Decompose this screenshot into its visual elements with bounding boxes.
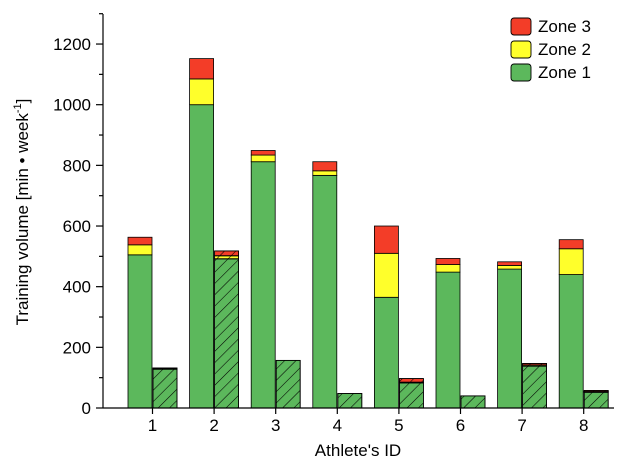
legend-swatch-zone-1 [510,63,532,82]
y-axis-title-end: ] [13,99,32,104]
bar-solid-athlete-1-zone-2 [127,244,153,256]
bar-solid-athlete-3-zone-1 [250,161,276,409]
bar-hatched-athlete-7-zone-1-hatch [522,365,547,409]
y-tick-label-800: 800 [63,156,91,175]
bar-solid-athlete-7-zone-1 [497,268,523,409]
bar-hatched-athlete-2-zone-3-hatch [214,250,240,257]
bar-solid-athlete-4-zone-3 [312,161,338,172]
bar-hatched-athlete-3-zone-1-hatch [275,359,301,409]
x-tick-label-5: 5 [394,416,403,435]
x-axis-title: Athlete's ID [315,441,401,458]
bar-solid-athlete-7-zone-3 [497,261,523,266]
legend-label-zone-2: Zone 2 [538,40,591,59]
y-tick-label-600: 600 [63,217,91,236]
x-tick-label-8: 8 [579,416,588,435]
bar-solid-athlete-4-zone-1 [312,174,338,409]
x-tick-label-1: 1 [148,416,157,435]
bar-solid-athlete-2-zone-2 [189,78,215,106]
bar-solid-athlete-7-zone-2 [497,265,523,270]
bar-hatched-athlete-1-zone-3-hatch [152,367,178,369]
bar-hatched-athlete-8-zone-3-hatch [583,390,609,393]
x-tick-label-2: 2 [209,416,218,435]
bar-hatched-athlete-8-zone-1-hatch [583,391,609,409]
bars-layer [127,58,609,409]
y-tick-label-200: 200 [63,338,91,357]
x-tick-label-4: 4 [333,416,342,435]
bar-hatched-athlete-6-zone-1-hatch [460,395,486,409]
bar-solid-athlete-6-zone-1 [435,271,461,409]
bar-solid-athlete-8-zone-3 [558,239,584,250]
bar-hatched-athlete-7-zone-3-hatch [522,363,547,366]
y-axis-title-exponent: -1 [12,103,24,113]
x-tick-label-3: 3 [271,416,280,435]
bar-solid-athlete-5-zone-2 [373,252,399,298]
bar-hatched-athlete-2-zone-2-hatch [214,255,240,260]
axes-layer: 0 200 400 600 800 1000 1200 1 2 3 4 5 6 7 8 Athlete's I… [12,13,614,458]
bar-solid-athlete-3-zone-2 [250,154,276,163]
bar-solid-athlete-2-zone-3 [189,58,215,80]
bar-hatched-athlete-5-zone-1-hatch [398,382,424,409]
bar-solid-athlete-1-zone-3 [127,236,153,246]
y-tick-label-1000: 1000 [53,96,91,115]
bar-solid-athlete-1-zone-1 [127,254,153,409]
bar-hatched-athlete-5-zone-3-hatch [398,378,424,383]
bar-solid-athlete-6-zone-3 [435,258,461,265]
legend-label-zone-3: Zone 3 [538,17,591,36]
bar-hatched-athlete-4-zone-1-hatch [337,393,363,409]
bar-solid-athlete-4-zone-2 [312,170,338,176]
bar-hatched-athlete-2-zone-1-hatch [214,258,240,409]
bar-solid-athlete-5-zone-3 [373,225,399,254]
x-tick-label-7: 7 [517,416,526,435]
legend-label-zone-1: Zone 1 [538,63,591,82]
bar-solid-athlete-6-zone-2 [435,264,461,273]
bar-solid-athlete-8-zone-2 [558,248,584,275]
legend-swatch-zone-3 [510,17,532,36]
y-axis-title: Training volume [min • week-1] [12,99,32,326]
bar-solid-athlete-8-zone-1 [558,274,584,409]
bar-solid-athlete-5-zone-1 [373,296,399,409]
bar-solid-athlete-2-zone-1 [189,104,215,409]
bar-hatched-athlete-1-zone-1-hatch [152,368,178,409]
y-axis-title-main: Training volume [min • week [13,113,32,326]
bar-solid-athlete-3-zone-3 [250,150,276,156]
y-tick-label-1200: 1200 [53,35,91,54]
y-tick-label-400: 400 [63,278,91,297]
x-tick-label-6: 6 [456,416,465,435]
legend-swatch-zone-2 [510,40,532,59]
legend: Zone 3 Zone 2 Zone 1 [510,17,591,82]
y-tick-label-0: 0 [82,399,91,418]
